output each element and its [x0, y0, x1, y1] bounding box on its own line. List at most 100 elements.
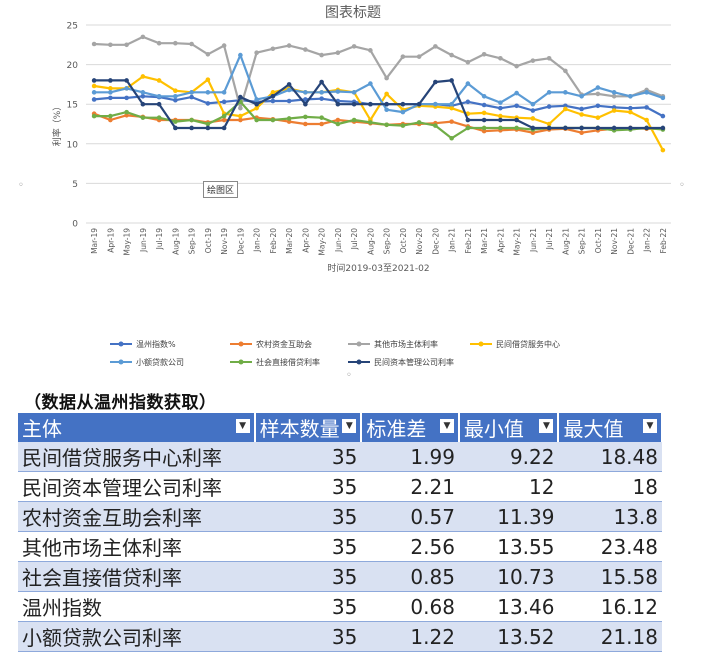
header-cell[interactable]: 最小值 ▼	[458, 413, 560, 442]
line-chart[interactable]: 图表标题 0 5 10 15 20 25 Mar-19 Apr-19 May-19 Jun-19 Ju…	[0, 0, 705, 382]
data-point	[108, 86, 113, 91]
data-point	[173, 93, 178, 99]
data-point	[238, 117, 243, 123]
filter-dropdown-icon[interactable]: ▼	[342, 419, 357, 433]
data-point	[254, 117, 259, 123]
header-label: 主体	[22, 417, 62, 441]
data-point	[595, 103, 601, 109]
data-point	[319, 52, 324, 58]
cell-sample-count[interactable]: 35	[254, 561, 362, 592]
header-cell[interactable]: 样本数量 ▼	[254, 413, 363, 442]
data-point	[481, 125, 487, 131]
data-point	[660, 95, 666, 101]
data-point	[319, 90, 324, 95]
data-point	[530, 101, 536, 107]
y-tick-label: 15	[67, 101, 78, 111]
resize-handle-bottom[interactable]: ◦	[346, 370, 352, 381]
data-point	[140, 101, 146, 107]
data-point	[270, 98, 276, 104]
cell-sample-count[interactable]: 35	[254, 501, 362, 532]
cell-std[interactable]: 1.22	[361, 621, 459, 652]
table-row: 社会直接借贷利率 35 0.85 10.73 15.58	[18, 561, 662, 592]
cell-min[interactable]: 9.22	[458, 442, 559, 472]
header-cell[interactable]: 最大值 ▼	[558, 413, 663, 442]
cell-subject[interactable]: 民间资本管理公司利率	[18, 471, 255, 502]
data-point	[579, 130, 584, 136]
filter-dropdown-icon[interactable]: ▼	[643, 419, 657, 433]
cell-std[interactable]: 2.56	[361, 531, 459, 562]
cell-min[interactable]: 13.46	[458, 591, 559, 622]
data-point	[628, 125, 633, 131]
header-label: 最大值	[563, 417, 624, 441]
x-tick-label: Nov-19	[220, 228, 229, 255]
cell-min[interactable]: 13.55	[458, 531, 559, 562]
data-point	[286, 119, 292, 124]
cell-subject[interactable]: 小额贷款公司利率	[18, 621, 255, 652]
data-point	[221, 99, 227, 105]
data-point	[595, 115, 601, 120]
data-point	[351, 101, 357, 107]
data-point	[530, 125, 536, 131]
x-tick-label: Sep-20	[383, 228, 392, 255]
cell-max[interactable]: 18.48	[558, 442, 662, 472]
data-point	[319, 96, 324, 101]
cell-std[interactable]: 0.68	[361, 591, 459, 622]
cell-sample-count[interactable]: 35	[254, 531, 362, 562]
cell-subject[interactable]: 农村资金互助会利率	[18, 501, 255, 532]
legend-marker	[118, 359, 124, 365]
y-axis-label: 利率（%）	[51, 102, 63, 147]
header-cell[interactable]: 标准差 ▼	[361, 413, 460, 442]
cell-subject[interactable]: 民间借贷服务中心利率	[18, 442, 255, 472]
cell-min[interactable]: 13.52	[458, 621, 559, 652]
data-point	[368, 48, 373, 53]
data-point	[303, 47, 308, 52]
x-tick-label: Aug-19	[171, 228, 180, 255]
chart-area[interactable]: 图表标题 0 5 10 15 20 25 Mar-19 Apr-19 May-19 Jun-19 Ju…	[0, 0, 705, 382]
data-point	[546, 55, 552, 61]
filter-dropdown-icon[interactable]: ▼	[235, 419, 250, 433]
resize-handle-left[interactable]: ◦	[18, 180, 24, 191]
resize-handle-right[interactable]: ◦	[679, 180, 685, 191]
cell-max[interactable]: 15.58	[558, 561, 662, 592]
data-point	[319, 79, 324, 85]
data-point	[579, 106, 584, 112]
cell-max[interactable]: 18	[558, 471, 662, 502]
x-tick-label: Aug-21	[561, 228, 570, 255]
data-point	[351, 117, 357, 123]
cell-subject[interactable]: 社会直接借贷利率	[18, 561, 255, 592]
data-point	[205, 121, 211, 127]
cell-sample-count[interactable]: 35	[254, 471, 362, 502]
data-point	[433, 123, 438, 128]
series-line-4	[94, 53, 664, 114]
data-point	[546, 121, 552, 127]
cell-max[interactable]: 13.8	[558, 501, 662, 532]
cell-max[interactable]: 16.12	[558, 591, 662, 622]
cell-min[interactable]: 11.39	[458, 501, 559, 532]
data-point	[384, 107, 389, 113]
cell-std[interactable]: 2.21	[361, 471, 459, 502]
cell-std[interactable]: 0.85	[361, 561, 459, 592]
x-tick-label: Nov-20	[415, 228, 424, 255]
cell-min[interactable]: 12	[458, 471, 559, 502]
cell-min[interactable]: 10.73	[458, 561, 559, 592]
cell-std[interactable]: 0.57	[361, 501, 459, 532]
data-point	[400, 54, 406, 59]
cell-subject[interactable]: 其他市场主体利率	[18, 531, 255, 562]
cell-sample-count[interactable]: 35	[254, 621, 362, 652]
cell-subject[interactable]: 温州指数	[18, 591, 255, 622]
cell-sample-count[interactable]: 35	[254, 591, 362, 622]
data-point	[595, 85, 601, 90]
header-cell[interactable]: 主体 ▼	[18, 413, 256, 442]
data-point	[368, 101, 373, 107]
filter-dropdown-icon[interactable]: ▼	[539, 419, 554, 433]
data-point	[319, 121, 324, 127]
y-tick-label: 5	[72, 180, 78, 190]
cell-max[interactable]: 21.18	[558, 621, 662, 652]
cell-sample-count[interactable]: 35	[254, 442, 362, 472]
data-point	[498, 55, 503, 61]
data-point	[221, 113, 227, 119]
cell-std[interactable]: 1.99	[361, 442, 459, 472]
x-tick-label: Oct-21	[594, 228, 603, 253]
cell-max[interactable]: 23.48	[558, 531, 662, 562]
filter-dropdown-icon[interactable]: ▼	[439, 419, 454, 433]
